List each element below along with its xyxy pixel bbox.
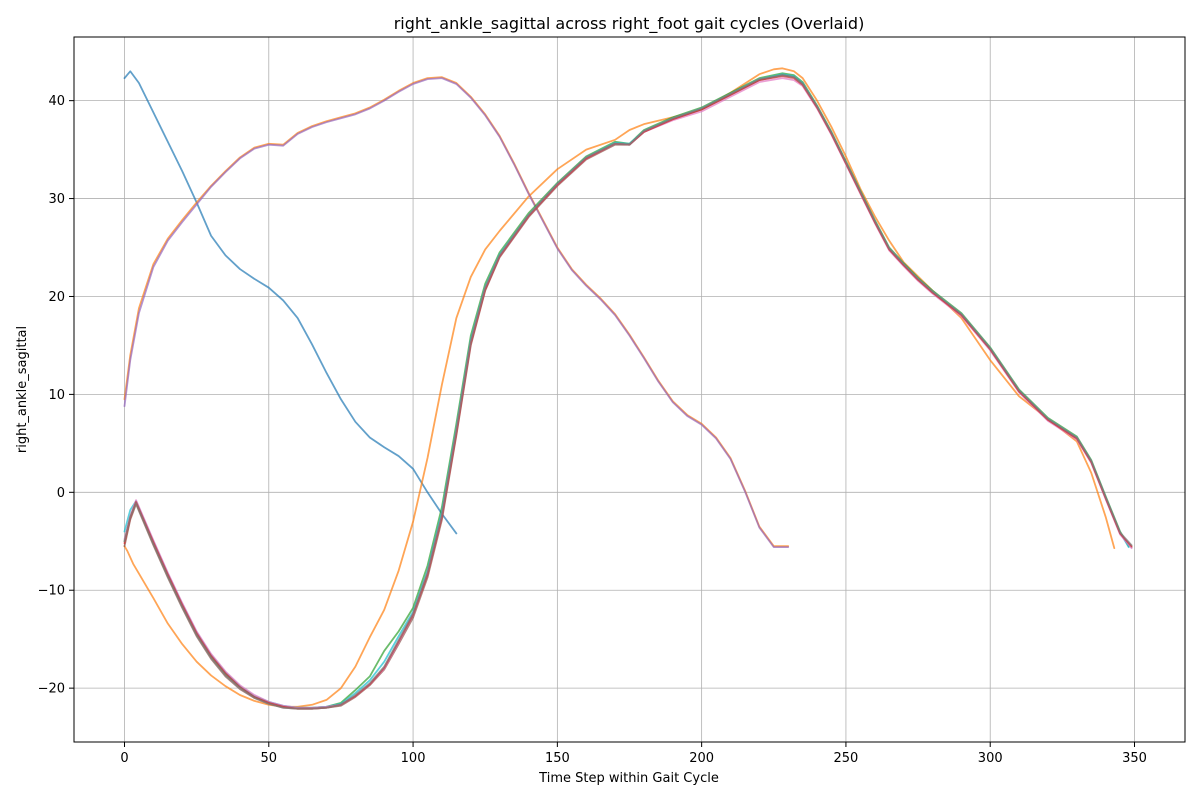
series-line-4	[123, 77, 790, 549]
x-tick-label: 200	[689, 751, 714, 766]
series-line-2	[123, 67, 1116, 708]
x-tick-label: 50	[261, 751, 278, 766]
y-axis-title: right_ankle_sagittal	[15, 326, 30, 453]
x-axis-title: Time Step within Gait Cycle	[538, 771, 719, 786]
y-tick-label: −10	[38, 584, 65, 599]
series-line-1	[123, 70, 458, 535]
y-tick-label: 40	[48, 94, 65, 109]
x-tick-label: 100	[401, 751, 426, 766]
x-axis-ticks: 0 50 100 150 200 250 300 350	[120, 742, 1147, 766]
chart-title: right_ankle_sagittal across right_foot g…	[394, 14, 865, 34]
x-tick-label: 350	[1122, 751, 1147, 766]
series-line-10	[123, 74, 1133, 710]
x-tick-label: 150	[545, 751, 570, 766]
x-tick-label: 0	[120, 751, 128, 766]
plot-area-frame	[73, 36, 1186, 743]
y-tick-label: 20	[48, 290, 65, 305]
series-lines	[123, 67, 1133, 710]
y-tick-label: 10	[48, 388, 65, 403]
y-axis-ticks: −20 −10 0 10 20 30 40	[38, 94, 74, 697]
y-tick-label: 30	[48, 192, 65, 207]
x-tick-label: 300	[978, 751, 1003, 766]
y-tick-label: 0	[57, 486, 65, 501]
x-tick-label: 250	[834, 751, 859, 766]
y-tick-label: −20	[38, 682, 65, 697]
